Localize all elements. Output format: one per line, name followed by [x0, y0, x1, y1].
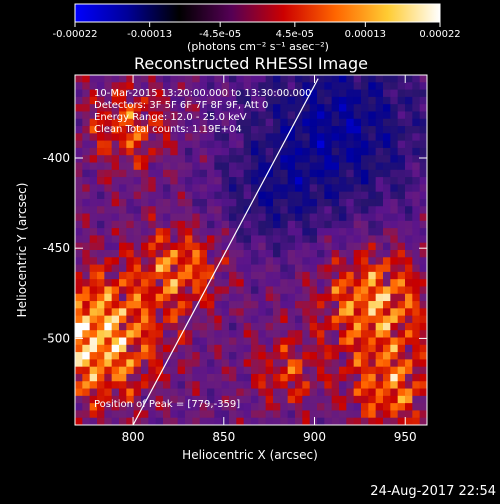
x-tick-label: 950	[394, 430, 417, 444]
colorbar-tick-label: 4.5e-05	[276, 29, 314, 40]
colorbar-units: (photons cm⁻² s⁻¹ asec⁻²)	[187, 40, 329, 53]
colorbar-tick-label: -0.00022	[53, 29, 98, 40]
colorbar-ticks: -0.00022 -0.00013 -4.5e-05 4.5e-05 0.00013 0.…	[53, 22, 461, 40]
colorbar	[74, 3, 441, 23]
colorbar-tick-label: 0.00022	[419, 29, 460, 40]
x-tick-label: 900	[303, 430, 326, 444]
y-tick-label: -400	[43, 151, 70, 165]
timestamp: 24-Aug-2017 22:54	[370, 484, 496, 499]
annotation-energy-range: Energy Range: 12.0 - 25.0 keV	[94, 112, 247, 123]
y-tick-label: -500	[43, 331, 70, 345]
y-axis-label: Heliocentric Y (arcsec)	[15, 183, 29, 318]
annotation-detectors: Detectors: 3F 5F 6F 7F 8F 9F, Att 0	[94, 100, 268, 111]
x-axis-ticks: 800 850 900 950	[122, 75, 417, 444]
annotation-clean-counts: Clean Total counts: 1.19E+04	[94, 124, 242, 135]
colorbar-tick-label: 0.00013	[345, 29, 386, 40]
y-axis-ticks: -400 -450 -500	[43, 151, 427, 345]
chart-title: Reconstructed RHESSI Image	[134, 54, 368, 73]
x-tick-label: 800	[122, 430, 145, 444]
solar-limb-line	[132, 78, 319, 425]
annotation-peak-position: Position of Peak = [779,-359]	[94, 399, 240, 410]
x-tick-label: 850	[212, 430, 235, 444]
x-axis-label: Heliocentric X (arcsec)	[182, 448, 318, 462]
colorbar-tick-label: -0.00013	[127, 29, 172, 40]
y-tick-label: -450	[43, 241, 70, 255]
annotation-time-range: 10-Mar-2015 13:20:00.000 to 13:30:00.000	[94, 88, 312, 99]
heatmap-image	[75, 75, 427, 425]
plot-frame	[74, 74, 428, 426]
colorbar-tick-label: -4.5e-05	[199, 29, 241, 40]
